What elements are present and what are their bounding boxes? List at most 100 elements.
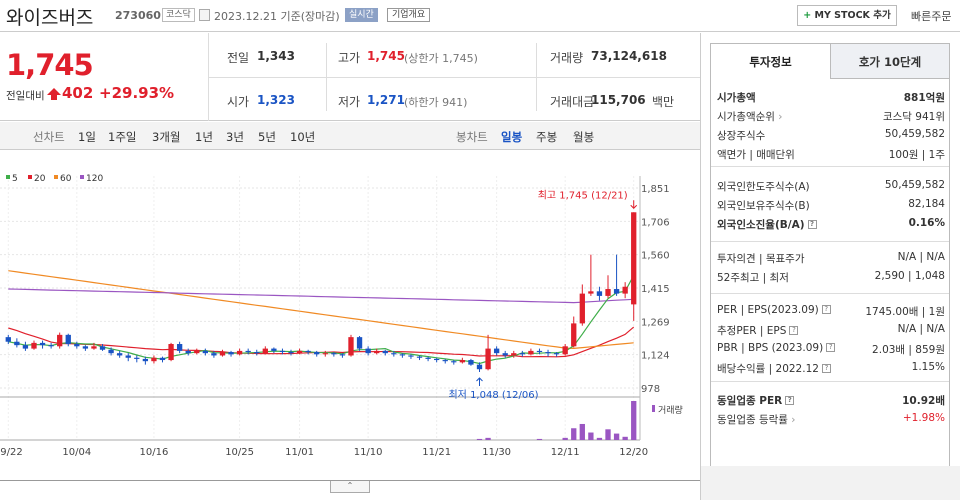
- candle-body: [493, 348, 500, 354]
- info-row: 액면가 | 매매단위 100원 | 1주: [717, 147, 945, 164]
- candle-body: [356, 337, 363, 349]
- period-3y[interactable]: 3년: [226, 130, 244, 144]
- volume-label: 거래량: [550, 51, 584, 65]
- info-row: 시가총액 881억원: [717, 90, 945, 107]
- candle-body: [365, 348, 371, 354]
- candle-body: [459, 360, 466, 363]
- candle-body: [588, 291, 594, 294]
- volume-bar: [476, 438, 483, 440]
- info-row-label: 투자의견 | 목표주가: [717, 253, 805, 265]
- candle-body: [562, 346, 568, 355]
- info-row-value: 100원 | 1주: [888, 149, 945, 161]
- candle-body: [485, 348, 491, 370]
- low-label: 저가: [338, 95, 361, 109]
- realtime-button[interactable]: 실시간: [345, 8, 378, 22]
- candle-body: [219, 352, 226, 356]
- period-daily[interactable]: 일봉: [501, 130, 523, 144]
- candle-body: [202, 350, 208, 354]
- plus-icon: +: [803, 10, 812, 21]
- info-row-label: 외국인한도주식수(A): [717, 181, 810, 193]
- period-10y[interactable]: 10년: [290, 130, 316, 144]
- line-chart-label[interactable]: 선차트: [33, 130, 65, 144]
- candle-body: [305, 350, 311, 353]
- x-tick-label: 12/20: [619, 447, 648, 458]
- divider: [209, 77, 700, 78]
- legend-label: 60: [60, 174, 72, 184]
- period-5y[interactable]: 5년: [258, 130, 276, 144]
- info-row: 시가총액순위 › 코스닥 941위: [717, 109, 945, 126]
- candle-chart-label[interactable]: 봉차트: [456, 130, 488, 144]
- low-value: 1,271: [367, 93, 405, 107]
- info-row-value: N/A | N/A: [897, 323, 945, 335]
- candle-body: [108, 349, 114, 354]
- info-row-value: 1.15%: [911, 361, 945, 373]
- info-row-value: 2,590 | 1,048: [874, 270, 945, 282]
- chart-expand-handle[interactable]: ⌃: [330, 481, 370, 493]
- candle-body: [314, 352, 320, 355]
- info-row-label: 동일업종 등락률 ›: [717, 414, 796, 426]
- candle-body: [511, 353, 517, 356]
- lower-limit: (하한가 941): [404, 96, 468, 109]
- candle-body: [605, 289, 611, 296]
- candle-body: [57, 334, 63, 347]
- legend-swatch: [54, 175, 58, 179]
- y-tick-label: 1,706: [641, 217, 670, 228]
- legend-swatch: [80, 175, 84, 179]
- candle-body: [528, 350, 534, 355]
- info-row-value: 82,184: [908, 198, 945, 210]
- x-tick-label: 10/04: [62, 447, 91, 458]
- chevron-right-icon[interactable]: ›: [774, 111, 783, 123]
- candle-body: [451, 361, 457, 363]
- info-help-icon[interactable]: ?: [789, 325, 799, 335]
- candle-body: [5, 337, 11, 342]
- panel-divider: [711, 241, 949, 242]
- x-tick-label: 11/10: [354, 447, 383, 458]
- legend-swatch: [6, 175, 10, 179]
- tab-investment-info[interactable]: 투자정보: [710, 43, 831, 79]
- candle-body: [339, 354, 346, 356]
- info-row-value: 2.03배 | 859원: [872, 344, 945, 356]
- y-tick-label: 978: [641, 384, 660, 395]
- tab-orderbook-10[interactable]: 호가 10단계: [830, 43, 950, 79]
- moving-average-line: [8, 288, 634, 304]
- candle-body: [571, 323, 577, 347]
- candle-body: [22, 345, 29, 349]
- add-mystock-button[interactable]: + MY STOCK 추가: [797, 5, 897, 26]
- info-help-icon[interactable]: ?: [785, 395, 795, 405]
- info-row-label: PBR | BPS (2023.09)?: [717, 342, 836, 354]
- chevron-right-icon[interactable]: ›: [787, 414, 796, 426]
- volume-bar: [588, 432, 594, 440]
- candle-body: [254, 352, 260, 354]
- price-chart[interactable]: 1,851 1,706 1,560 1,415 1,269 1,124 978 09/22 10…: [0, 151, 700, 491]
- candle-body: [579, 293, 585, 324]
- candle-body: [82, 346, 89, 349]
- candle-body: [279, 350, 286, 353]
- period-weekly[interactable]: 주봉: [536, 130, 558, 144]
- volume-bar: [605, 429, 611, 440]
- info-row-value: 0.16%: [908, 217, 945, 229]
- company-overview-button[interactable]: 기업개요: [387, 8, 431, 22]
- up-arrow-stem: [51, 95, 57, 100]
- candle-body: [39, 342, 46, 346]
- info-help-icon[interactable]: ?: [821, 363, 831, 373]
- y-tick-label: 1,415: [641, 284, 670, 295]
- x-tick-label: 11/21: [422, 447, 451, 458]
- open-value: 1,323: [257, 93, 295, 107]
- period-1y[interactable]: 1년: [195, 130, 213, 144]
- period-3m[interactable]: 3개월: [152, 130, 181, 144]
- panel-divider: [711, 166, 949, 167]
- quick-order-link[interactable]: 빠른주문: [911, 10, 952, 23]
- candle-body: [296, 350, 303, 354]
- info-help-icon[interactable]: ?: [821, 304, 831, 314]
- period-monthly[interactable]: 월봉: [573, 130, 595, 144]
- change-label: 전일대비: [6, 90, 45, 102]
- candle-body: [262, 348, 268, 354]
- divider: [208, 33, 209, 121]
- info-help-icon[interactable]: ?: [826, 342, 836, 352]
- candle-body: [48, 345, 54, 347]
- info-help-icon[interactable]: ?: [807, 219, 817, 229]
- legend-label: 120: [86, 174, 103, 184]
- period-1d[interactable]: 1일: [78, 130, 96, 144]
- period-1w[interactable]: 1주일: [108, 130, 137, 144]
- candle-body: [211, 353, 217, 356]
